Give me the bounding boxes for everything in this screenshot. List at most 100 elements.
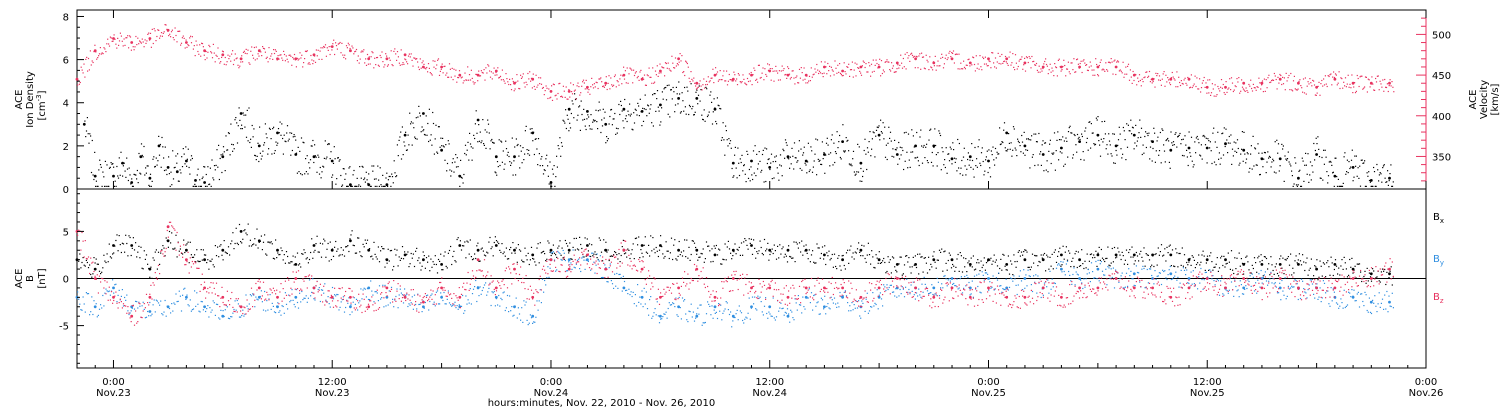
ion-density-dot bbox=[732, 176, 734, 178]
b-x-dot bbox=[856, 248, 859, 250]
b-x-dot bbox=[1040, 254, 1042, 256]
ion-density-dot bbox=[988, 149, 990, 151]
b-x-dot bbox=[571, 258, 573, 260]
velocity-dot bbox=[246, 53, 248, 55]
ion-density-dot bbox=[688, 104, 691, 106]
ion-density-dot bbox=[892, 148, 894, 150]
b-x-dot bbox=[255, 244, 257, 246]
velocity-dot bbox=[1235, 86, 1237, 88]
ion-density-dot bbox=[959, 173, 961, 175]
velocity-dot bbox=[482, 72, 484, 74]
ion-density-dot bbox=[1301, 157, 1303, 159]
velocity-dot bbox=[1339, 87, 1341, 90]
b-x-dot bbox=[96, 263, 98, 265]
ion-density-dot bbox=[898, 141, 900, 144]
ion-density-dot bbox=[1220, 157, 1222, 159]
b-y-dot bbox=[187, 304, 189, 306]
ion-density-dot bbox=[537, 138, 540, 140]
ion-density-dot bbox=[1138, 132, 1140, 134]
ion-density-dot bbox=[117, 177, 120, 179]
ion-density-dot bbox=[407, 134, 409, 136]
velocity-dot bbox=[726, 70, 728, 72]
velocity-dot bbox=[180, 44, 182, 46]
velocity-dot bbox=[759, 77, 761, 79]
ion-density-dot bbox=[1064, 163, 1066, 165]
b-x-dot bbox=[1094, 256, 1096, 259]
velocity-dot bbox=[261, 55, 263, 57]
ion-density-dot bbox=[193, 185, 195, 187]
b-y-dot bbox=[370, 280, 372, 282]
velocity-dot bbox=[901, 62, 903, 64]
ion-density-dot bbox=[387, 179, 389, 181]
ion-density-dot bbox=[670, 89, 672, 91]
velocity-dot bbox=[651, 82, 653, 84]
velocity-dot bbox=[531, 87, 533, 89]
velocity-tick-label: 400 bbox=[1432, 112, 1451, 123]
velocity-dot bbox=[545, 85, 547, 87]
velocity-dot bbox=[1330, 73, 1332, 75]
velocity-dot bbox=[280, 54, 282, 56]
velocity-dot bbox=[193, 45, 195, 47]
b-x-dot bbox=[1212, 269, 1214, 271]
ion-density-dot bbox=[145, 167, 147, 169]
b-y-dot bbox=[209, 307, 211, 309]
b-x-dot bbox=[983, 257, 985, 259]
velocity-dot bbox=[393, 50, 395, 52]
ion-density-dot bbox=[834, 161, 836, 164]
velocity-dot bbox=[767, 69, 770, 71]
b-x-dot bbox=[1181, 247, 1183, 249]
b-y-dot bbox=[329, 306, 331, 308]
velocity-dot bbox=[798, 82, 800, 84]
ion-density-dot bbox=[1223, 127, 1225, 129]
velocity-dot bbox=[1202, 80, 1204, 82]
b-x-dot bbox=[165, 237, 167, 239]
ion-density-dot bbox=[405, 131, 407, 133]
velocity-dot bbox=[1288, 74, 1290, 77]
b-x-dot bbox=[711, 248, 713, 250]
ion-density-dot bbox=[218, 178, 220, 181]
b-x-dot bbox=[778, 257, 780, 259]
ion-density-dot bbox=[1114, 162, 1116, 164]
b-x-dot bbox=[1357, 263, 1359, 265]
velocity-dot bbox=[934, 55, 936, 57]
ion-density-dot bbox=[849, 164, 851, 166]
b-x-dot bbox=[901, 274, 903, 276]
velocity-point bbox=[895, 61, 899, 65]
velocity-dot bbox=[382, 61, 384, 63]
b-x-dot bbox=[836, 268, 838, 270]
b-x-dot bbox=[603, 239, 605, 241]
ion-density-dot bbox=[1174, 133, 1176, 135]
b-y-dot bbox=[384, 284, 386, 286]
b-x-dot bbox=[1081, 249, 1083, 251]
b-x-dot bbox=[163, 247, 165, 249]
velocity-dot bbox=[591, 77, 593, 79]
ion-density-dot bbox=[624, 118, 627, 120]
b-x-dot bbox=[1338, 267, 1340, 269]
ion-density-dot bbox=[496, 161, 499, 163]
ion-density-dot bbox=[174, 166, 176, 168]
ion-density-dot bbox=[132, 185, 134, 187]
ion-density-point bbox=[895, 153, 899, 156]
ion-density-dot bbox=[1341, 185, 1344, 187]
b-x-point bbox=[1333, 263, 1337, 266]
ion-density-dot bbox=[335, 183, 337, 185]
ion-density-dot bbox=[413, 127, 415, 129]
b-x-dot bbox=[844, 268, 846, 270]
ion-density-dot bbox=[279, 121, 281, 123]
ion-density-dot bbox=[539, 165, 541, 167]
ion-density-dot bbox=[175, 155, 177, 157]
ion-density-dot bbox=[464, 152, 466, 155]
b-x-dot bbox=[1175, 248, 1177, 250]
ion-density-dot bbox=[105, 185, 107, 187]
b-x-dot bbox=[508, 258, 510, 260]
ion-density-dot bbox=[360, 177, 362, 179]
ion-density-dot bbox=[1016, 155, 1018, 157]
velocity-dot bbox=[235, 58, 237, 60]
b-x-dot bbox=[432, 261, 434, 263]
velocity-dot bbox=[314, 55, 316, 57]
velocity-dot bbox=[487, 64, 489, 66]
ion-density-dot bbox=[251, 124, 253, 127]
b-x-dot bbox=[269, 242, 271, 244]
velocity-dot bbox=[1136, 84, 1138, 86]
ion-density-dot bbox=[810, 146, 812, 148]
